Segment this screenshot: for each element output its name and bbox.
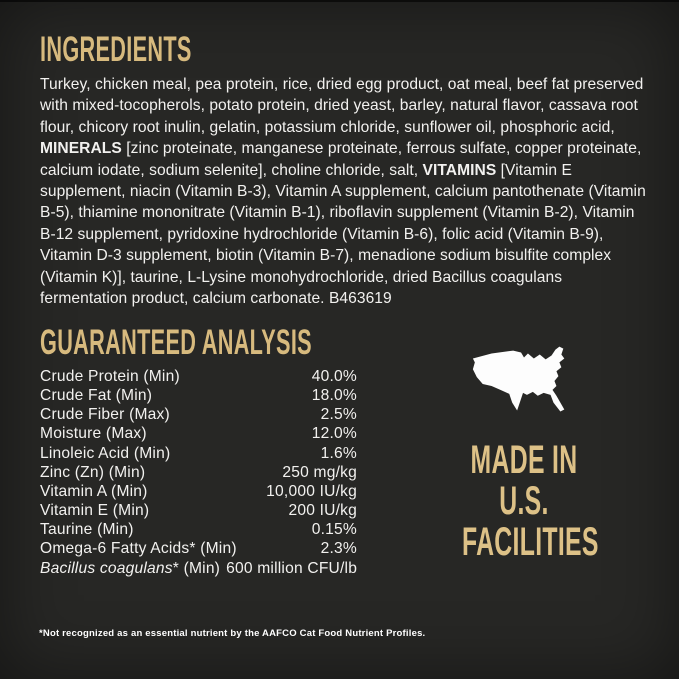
- analysis-row: Vitamin E (Min) 200 IU/kg: [40, 501, 357, 520]
- analysis-row-value: 40.0%: [311, 368, 357, 385]
- analysis-row-value: 2.5%: [320, 406, 357, 424]
- analysis-row-label: Linoleic Acid (Min): [40, 444, 171, 462]
- guaranteed-analysis-heading: GUARANTEED ANALYSIS: [40, 323, 312, 362]
- aafco-footnote: *Not recognized as an essential nutrient…: [39, 628, 426, 639]
- made-in-text: MADE IN U.S. FACILITIES: [424, 440, 624, 563]
- guaranteed-analysis-table: Crude Protein (Min) 40.0% Crude Fat (Min) 1…: [40, 367, 357, 578]
- analysis-row-value: 12.0%: [311, 425, 357, 443]
- analysis-row-label: Omega-6 Fatty Acids* (Min): [40, 540, 237, 558]
- ingredients-heading: INGREDIENTS: [40, 30, 192, 69]
- analysis-row-label: Crude Fiber (Max): [40, 406, 170, 424]
- ingredients-text-segment: [zinc proteinate, manganese proteinate, …: [40, 140, 642, 179]
- analysis-row-value: 10,000 IU/kg: [266, 482, 357, 500]
- analysis-row: Bacillus coagulans* (Min) 600 million CFU…: [40, 559, 357, 578]
- analysis-row: Zinc (Zn) (Min) 250 mg/kg: [40, 463, 357, 482]
- analysis-row-label: Crude Fat (Min): [40, 387, 153, 405]
- analysis-row-label: Vitamin E (Min): [40, 502, 150, 520]
- made-in-line-3: FACILITIES: [462, 520, 599, 564]
- analysis-row-value: 250 mg/kg: [282, 463, 357, 481]
- ingredients-bold-term: MINERALS: [40, 140, 122, 158]
- analysis-row: Linoleic Acid (Min) 1.6%: [40, 444, 357, 463]
- analysis-row-value: 18.0%: [311, 387, 357, 405]
- analysis-row-label: Moisture (Max): [40, 425, 147, 443]
- ingredients-text-segment: Turkey, chicken meal, pea protein, rice,…: [40, 76, 644, 136]
- ingredients-paragraph: Turkey, chicken meal, pea protein, rice,…: [40, 74, 646, 309]
- made-in-line-1: MADE IN: [470, 438, 578, 482]
- usa-map-silhouette: [472, 346, 565, 412]
- analysis-row-label: Crude Protein (Min): [40, 368, 180, 385]
- analysis-row: Moisture (Max) 12.0%: [40, 424, 357, 443]
- analysis-row-label: Bacillus coagulans* (Min): [40, 559, 221, 577]
- analysis-row-label: Vitamin A (Min): [40, 482, 148, 500]
- made-in-line-2: U.S.: [499, 479, 549, 523]
- analysis-row-value: 0.15%: [311, 521, 357, 539]
- analysis-row-label: Zinc (Zn) (Min): [40, 463, 146, 481]
- analysis-row-value: 2.3%: [320, 540, 357, 558]
- usa-map-icon: [472, 346, 565, 412]
- analysis-row-value: 1.6%: [320, 444, 357, 462]
- analysis-row: Omega-6 Fatty Acids* (Min) 2.3%: [40, 539, 357, 558]
- analysis-row: Vitamin A (Min) 10,000 IU/kg: [40, 482, 357, 501]
- analysis-row: Crude Fat (Min) 18.0%: [40, 386, 357, 405]
- ingredients-text-segment: [Vitamin E supplement, niacin (Vitamin B…: [40, 161, 646, 308]
- made-in-us-block: MADE IN U.S. FACILITIES: [424, 345, 624, 563]
- analysis-row: Taurine (Min) 0.15%: [40, 520, 357, 539]
- analysis-row: Crude Fiber (Max) 2.5%: [40, 405, 357, 424]
- analysis-row-value: 600 million CFU/lb: [226, 559, 358, 577]
- analysis-row: Crude Protein (Min) 40.0%: [40, 367, 357, 386]
- analysis-row-value: 200 IU/kg: [288, 502, 357, 520]
- ingredients-bold-term: VITAMINS: [422, 161, 497, 179]
- analysis-row-label: Taurine (Min): [40, 521, 134, 539]
